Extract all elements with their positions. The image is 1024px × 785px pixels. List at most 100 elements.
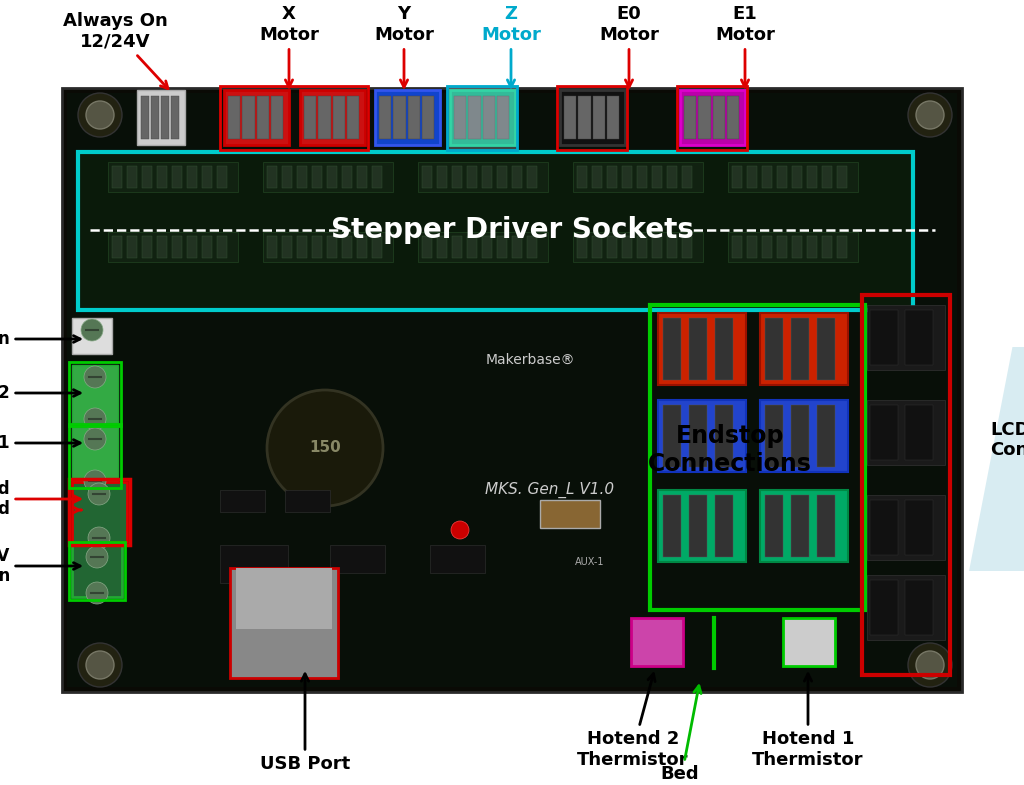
Bar — [69, 362, 121, 426]
Bar — [905, 500, 933, 555]
Bar — [592, 166, 602, 188]
Text: X
Motor: X Motor — [259, 5, 318, 87]
Bar — [187, 166, 197, 188]
Bar — [418, 232, 548, 262]
Bar — [765, 495, 783, 557]
Bar — [220, 545, 288, 583]
Bar — [746, 236, 757, 258]
Bar — [78, 152, 913, 310]
Bar — [557, 86, 627, 150]
Bar — [342, 166, 352, 188]
Bar — [467, 166, 477, 188]
Circle shape — [78, 93, 122, 137]
Bar — [652, 166, 662, 188]
Bar — [573, 232, 703, 262]
Bar — [817, 318, 835, 380]
Bar — [870, 310, 898, 365]
Bar — [905, 310, 933, 365]
Text: E0
Motor: E0 Motor — [599, 5, 658, 87]
Bar — [220, 490, 265, 512]
Text: Y
Motor: Y Motor — [374, 5, 434, 87]
Bar — [330, 545, 385, 573]
Bar — [142, 236, 152, 258]
Text: Makerbase®: Makerbase® — [485, 353, 574, 367]
Text: Hotend 2
Thermistor: Hotend 2 Thermistor — [578, 674, 689, 769]
Bar — [822, 166, 831, 188]
Bar — [297, 236, 307, 258]
Bar — [663, 318, 681, 380]
Bar — [452, 166, 462, 188]
Circle shape — [267, 390, 383, 506]
Bar — [482, 166, 492, 188]
Bar — [680, 90, 745, 145]
Bar — [573, 162, 703, 192]
Bar — [137, 90, 185, 145]
Bar — [727, 96, 739, 139]
Bar — [689, 318, 707, 380]
Text: Bed
Thermistor: Bed Thermistor — [625, 686, 736, 785]
Bar — [905, 580, 933, 635]
Bar — [318, 96, 331, 139]
Bar — [127, 236, 137, 258]
Bar — [579, 96, 591, 139]
Bar — [637, 236, 647, 258]
Bar — [652, 236, 662, 258]
Bar — [867, 575, 945, 640]
Circle shape — [84, 366, 106, 388]
Bar — [762, 166, 772, 188]
Bar — [263, 162, 393, 192]
Bar — [112, 166, 122, 188]
Text: LCD
Connectors: LCD Connectors — [990, 421, 1024, 459]
Circle shape — [84, 428, 106, 450]
Bar — [689, 495, 707, 557]
Circle shape — [86, 582, 108, 604]
Bar — [379, 96, 391, 139]
Bar — [637, 166, 647, 188]
Bar — [577, 166, 587, 188]
Text: Layer Fan: Layer Fan — [0, 330, 80, 348]
Bar — [622, 166, 632, 188]
Circle shape — [78, 643, 122, 687]
Bar — [375, 90, 440, 145]
Bar — [72, 545, 122, 597]
Bar — [862, 295, 950, 675]
Bar — [667, 166, 677, 188]
Bar — [422, 96, 434, 139]
Bar — [450, 90, 515, 145]
Bar — [682, 166, 692, 188]
Bar — [430, 545, 485, 573]
Bar — [777, 236, 787, 258]
Circle shape — [86, 546, 108, 568]
Circle shape — [908, 643, 952, 687]
Bar — [512, 166, 522, 188]
Text: Hotend 2: Hotend 2 — [0, 384, 80, 402]
Bar — [72, 318, 112, 354]
Bar — [418, 162, 548, 192]
Bar — [437, 166, 447, 188]
Circle shape — [916, 651, 944, 679]
Bar — [333, 96, 345, 139]
Bar — [236, 568, 332, 629]
Bar — [372, 236, 382, 258]
Bar — [540, 500, 600, 528]
Circle shape — [88, 483, 110, 505]
Bar — [658, 400, 746, 472]
Bar — [422, 236, 432, 258]
Bar — [187, 236, 197, 258]
Bar — [454, 96, 466, 139]
Bar — [905, 405, 933, 460]
Bar — [715, 405, 733, 467]
Bar — [760, 400, 848, 472]
Bar — [777, 166, 787, 188]
Bar — [217, 236, 227, 258]
Bar — [304, 96, 316, 139]
Text: 12/24V
Power In: 12/24V Power In — [0, 546, 80, 586]
Bar — [650, 305, 865, 610]
Bar — [327, 166, 337, 188]
Text: Endstop
Connections: Endstop Connections — [648, 424, 812, 476]
Bar — [870, 405, 898, 460]
Circle shape — [916, 101, 944, 129]
Bar — [72, 427, 118, 485]
Bar — [791, 405, 809, 467]
Bar — [482, 96, 495, 139]
